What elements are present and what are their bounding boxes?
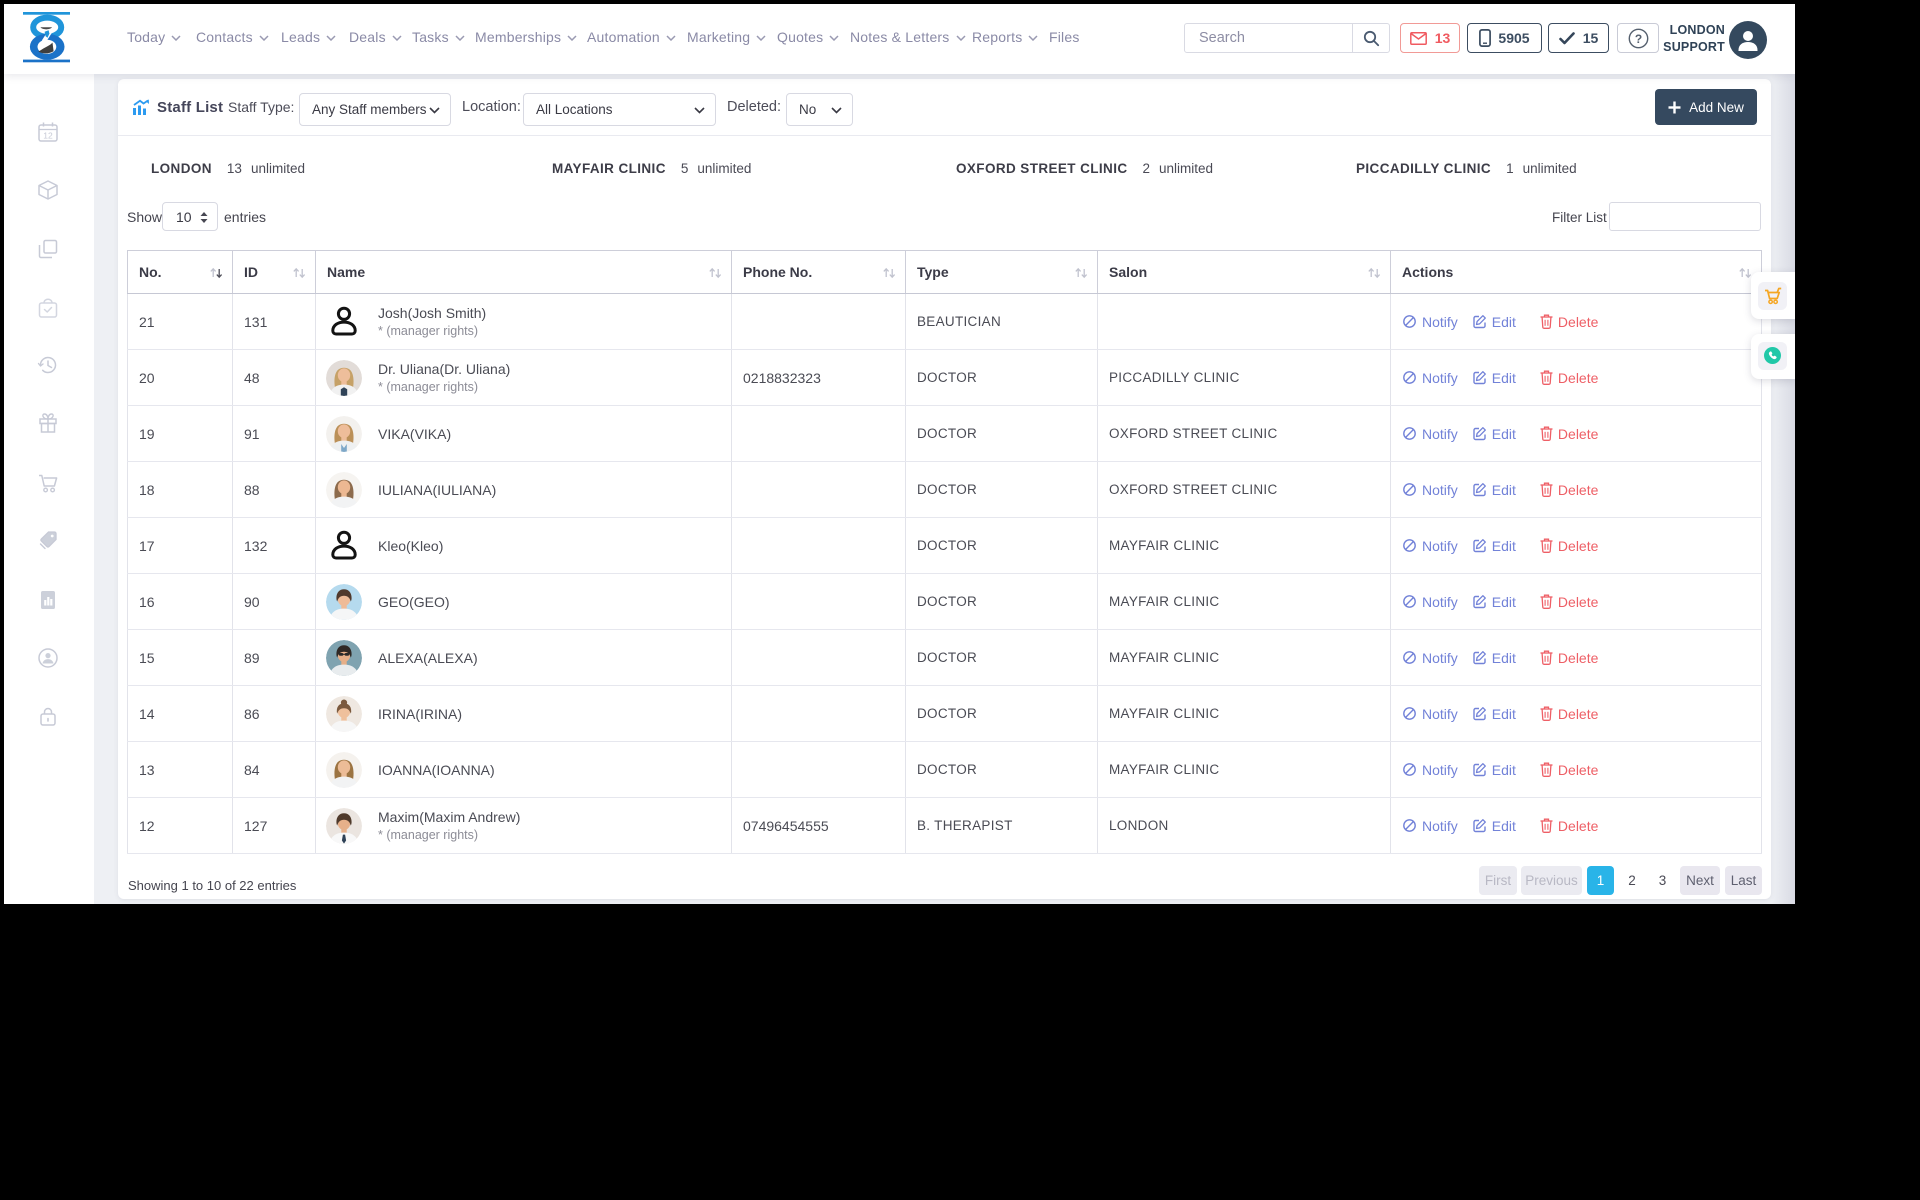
svg-text:12: 12	[43, 131, 53, 141]
svg-text:?: ?	[1634, 32, 1641, 46]
